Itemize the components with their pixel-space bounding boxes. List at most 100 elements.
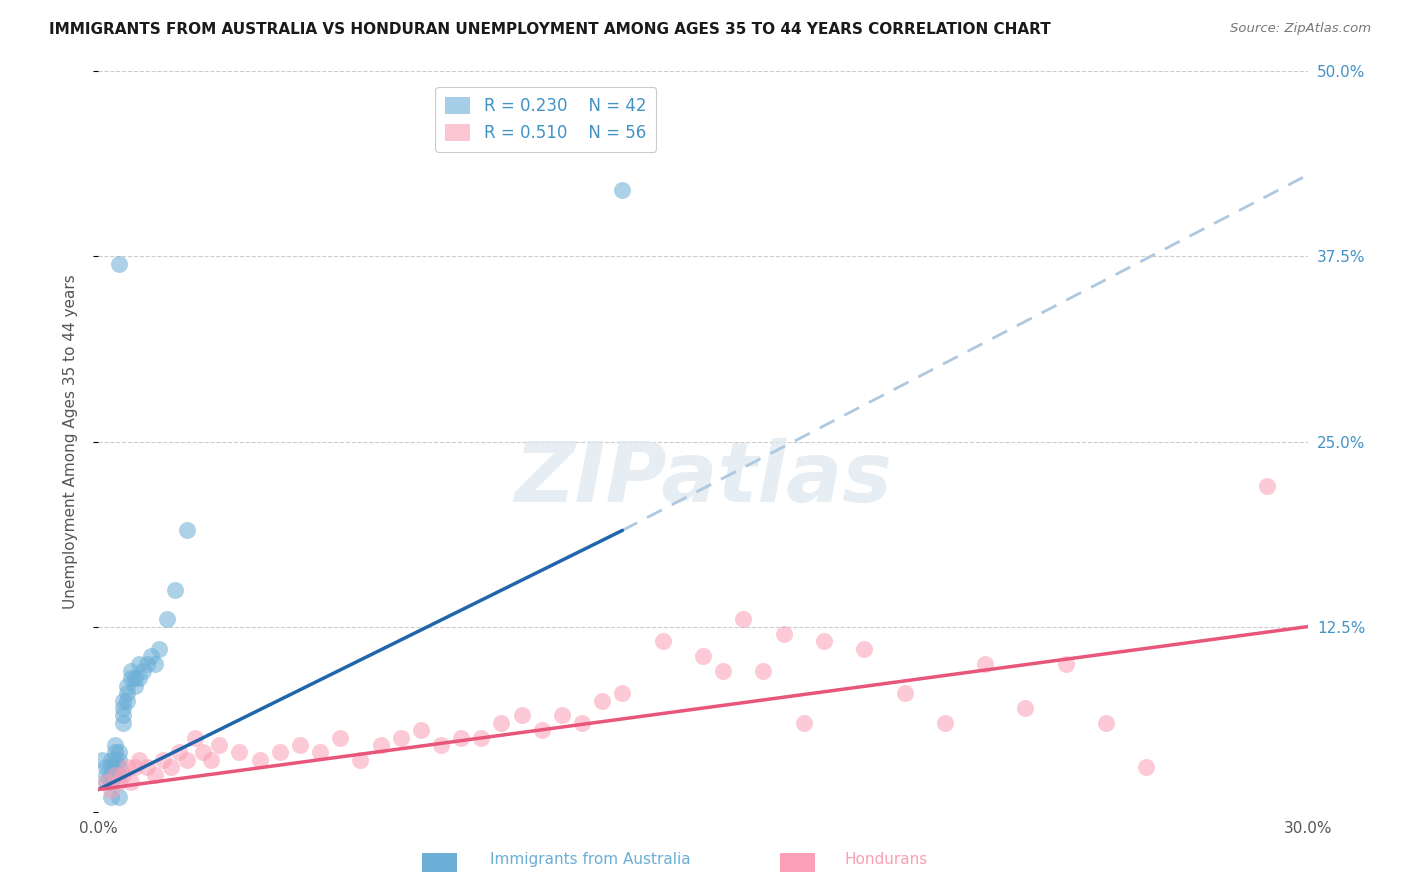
Text: Immigrants from Australia: Immigrants from Australia — [491, 853, 690, 867]
Point — [934, 715, 956, 730]
Point — [128, 672, 150, 686]
Point — [96, 767, 118, 781]
Point — [612, 183, 634, 197]
Point — [200, 753, 222, 767]
Point — [651, 634, 673, 648]
Point — [111, 708, 134, 723]
Point — [793, 715, 815, 730]
Point — [115, 679, 138, 693]
Point — [143, 767, 166, 781]
Point — [160, 760, 183, 774]
Point — [107, 775, 129, 789]
Point — [853, 641, 876, 656]
Point — [115, 686, 138, 700]
Point — [103, 746, 125, 760]
Point — [120, 672, 142, 686]
Point — [100, 760, 122, 774]
Point — [591, 694, 613, 708]
Point — [148, 641, 170, 656]
Point — [309, 746, 332, 760]
Point — [111, 715, 134, 730]
Point — [733, 612, 755, 626]
Point — [430, 738, 453, 752]
Point — [692, 649, 714, 664]
Point — [329, 731, 352, 745]
Point — [115, 694, 138, 708]
Point — [143, 657, 166, 671]
Point — [510, 708, 533, 723]
Text: Source: ZipAtlas.com: Source: ZipAtlas.com — [1230, 22, 1371, 36]
Point — [288, 738, 311, 752]
Point — [813, 634, 835, 648]
Point — [974, 657, 997, 671]
Point — [269, 746, 291, 760]
Point — [100, 789, 122, 804]
Point — [96, 775, 118, 789]
Point — [530, 723, 553, 738]
Text: Hondurans: Hondurans — [844, 853, 928, 867]
Point — [103, 753, 125, 767]
Point — [103, 760, 125, 774]
Y-axis label: Unemployment Among Ages 35 to 44 years: Unemployment Among Ages 35 to 44 years — [63, 274, 77, 609]
Point — [1054, 657, 1077, 671]
Point — [128, 753, 150, 767]
Point — [208, 738, 231, 752]
Point — [491, 715, 513, 730]
Point — [1014, 701, 1036, 715]
Point — [139, 649, 162, 664]
Point — [120, 664, 142, 678]
Point — [107, 760, 129, 774]
Point — [1256, 479, 1278, 493]
Point — [111, 701, 134, 715]
Point — [711, 664, 734, 678]
Text: IMMIGRANTS FROM AUSTRALIA VS HONDURAN UNEMPLOYMENT AMONG AGES 35 TO 44 YEARS COR: IMMIGRANTS FROM AUSTRALIA VS HONDURAN UN… — [49, 22, 1050, 37]
Point — [167, 746, 190, 760]
Point — [100, 753, 122, 767]
Point — [107, 257, 129, 271]
Point — [111, 694, 134, 708]
Text: ZIPatlas: ZIPatlas — [515, 438, 891, 519]
Point — [370, 738, 392, 752]
Point — [176, 753, 198, 767]
Point — [107, 753, 129, 767]
Point — [893, 686, 915, 700]
Point — [132, 664, 155, 678]
Point — [115, 760, 138, 774]
Point — [135, 760, 157, 774]
Point — [1135, 760, 1157, 774]
Point — [389, 731, 412, 745]
Point — [124, 679, 146, 693]
Point — [103, 738, 125, 752]
Point — [409, 723, 432, 738]
Point — [1095, 715, 1118, 730]
Point — [96, 775, 118, 789]
Point — [128, 657, 150, 671]
Point — [470, 731, 492, 745]
Point — [100, 775, 122, 789]
Point — [193, 746, 215, 760]
Point — [228, 746, 250, 760]
Point — [120, 775, 142, 789]
Point — [107, 746, 129, 760]
Point — [111, 767, 134, 781]
Point — [752, 664, 775, 678]
Point — [249, 753, 271, 767]
Point — [571, 715, 593, 730]
Point — [152, 753, 174, 767]
Point — [100, 782, 122, 797]
Point — [135, 657, 157, 671]
Point — [163, 582, 186, 597]
Point — [100, 767, 122, 781]
Point — [551, 708, 574, 723]
Point — [103, 767, 125, 781]
Point — [184, 731, 207, 745]
Point — [124, 672, 146, 686]
Point — [107, 767, 129, 781]
Point — [772, 627, 794, 641]
Legend: R = 0.230    N = 42, R = 0.510    N = 56: R = 0.230 N = 42, R = 0.510 N = 56 — [436, 87, 657, 152]
Point — [124, 760, 146, 774]
Point — [107, 789, 129, 804]
Point — [176, 524, 198, 538]
Point — [349, 753, 371, 767]
Point — [450, 731, 472, 745]
